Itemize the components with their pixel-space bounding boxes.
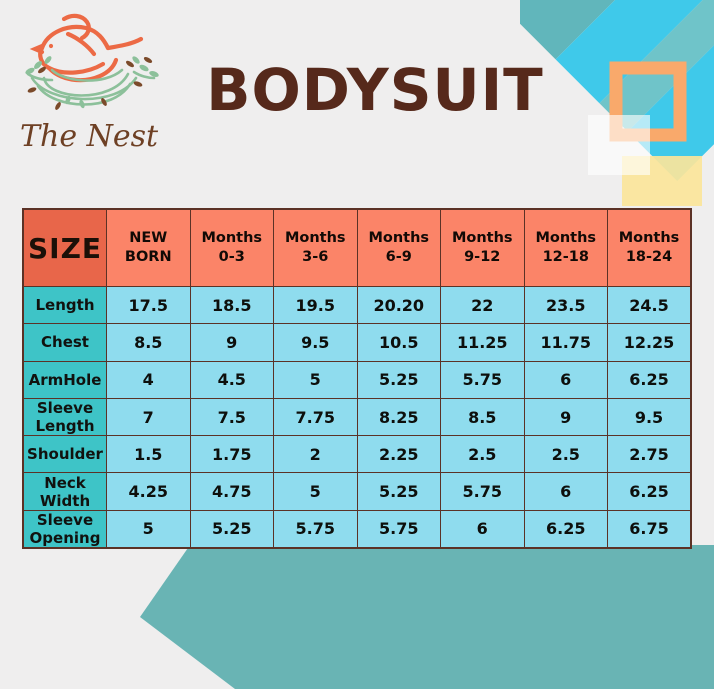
cell-r0-c5: 23.5 xyxy=(523,285,608,325)
table-row: ArmHole 4 4.5 5 5.25 5.75 6 6.25 xyxy=(22,360,692,399)
cell-r4-c3: 2.25 xyxy=(356,435,441,474)
cell-r6-c3: 5.75 xyxy=(356,509,441,549)
cell-r1-c2: 9.5 xyxy=(273,323,358,362)
cell-r2-c2: 5 xyxy=(273,360,358,399)
cell-r5-c3: 5.25 xyxy=(356,472,441,511)
column-header-line2: BORN xyxy=(124,249,172,265)
column-header-line2: 18-24 xyxy=(625,249,673,265)
column-header-line2: 0-3 xyxy=(218,249,245,265)
cell-r6-c4: 6 xyxy=(440,509,525,549)
cell-r4-c4: 2.5 xyxy=(440,435,525,474)
cell-r1-c3: 10.5 xyxy=(356,323,441,362)
cell-r5-c5: 6 xyxy=(523,472,608,511)
row-label-6: Sleeve Opening xyxy=(22,509,107,549)
yellow-square xyxy=(622,156,702,206)
cell-r1-c5: 11.75 xyxy=(523,323,608,362)
column-header-line1: Months xyxy=(451,230,513,246)
cell-r2-c0: 4 xyxy=(106,360,191,399)
cell-r6-c5: 6.25 xyxy=(523,509,608,549)
cell-r0-c6: 24.5 xyxy=(607,285,692,325)
cell-r6-c2: 5.75 xyxy=(273,509,358,549)
cell-r6-c1: 5.25 xyxy=(189,509,274,549)
cell-r5-c6: 6.25 xyxy=(607,472,692,511)
translucent-white-square xyxy=(588,115,650,175)
table-row: Sleeve Opening 5 5.25 5.75 5.75 6 6.25 6.75 xyxy=(22,509,692,549)
cell-r2-c5: 6 xyxy=(523,360,608,399)
cell-r3-c1: 7.5 xyxy=(189,397,274,437)
cell-r1-c4: 11.25 xyxy=(440,323,525,362)
column-header-line1: Months xyxy=(618,230,680,246)
row-label-5: Neck Width xyxy=(22,472,107,511)
cell-r0-c0: 17.5 xyxy=(106,285,191,325)
column-header-line1: NEW xyxy=(129,230,168,246)
cell-r2-c6: 6.25 xyxy=(607,360,692,399)
table-row: Shoulder 1.5 1.75 2 2.25 2.5 2.5 2.75 xyxy=(22,435,692,474)
teal-chevron-shape xyxy=(140,545,714,689)
column-header-2: Months 3-6 xyxy=(273,208,358,287)
row-label-0: Length xyxy=(22,285,107,325)
cell-r3-c6: 9.5 xyxy=(607,397,692,437)
cell-r5-c2: 5 xyxy=(273,472,358,511)
cell-r0-c1: 18.5 xyxy=(189,285,274,325)
cell-r2-c3: 5.25 xyxy=(356,360,441,399)
table-body: Length 17.5 18.5 19.5 20.20 22 23.5 24.5 Chest 8.… xyxy=(22,285,692,549)
size-header-cell: SIZE xyxy=(22,208,107,287)
column-header-line2: 3-6 xyxy=(302,249,329,265)
cell-r4-c2: 2 xyxy=(273,435,358,474)
column-header-4: Months 9-12 xyxy=(440,208,525,287)
column-header-line1: Months xyxy=(535,230,597,246)
row-label-4: Shoulder xyxy=(22,435,107,474)
column-header-1: Months 0-3 xyxy=(189,208,274,287)
cell-r2-c1: 4.5 xyxy=(189,360,274,399)
cell-r6-c6: 6.75 xyxy=(607,509,692,549)
column-header-line2: 12-18 xyxy=(542,249,589,265)
page-title: BODYSUIT xyxy=(206,56,544,124)
brand-wordmark: The Nest xyxy=(20,119,159,154)
row-label-1: Chest xyxy=(22,323,107,362)
column-header-line1: Months xyxy=(284,230,346,246)
cell-r4-c1: 1.75 xyxy=(189,435,274,474)
orange-square-outline xyxy=(609,61,687,142)
column-header-line1: Months xyxy=(201,230,263,246)
row-label-3: Sleeve Length xyxy=(22,397,107,437)
cell-r4-c6: 2.75 xyxy=(607,435,692,474)
cell-r0-c4: 22 xyxy=(440,285,525,325)
column-header-line2: 9-12 xyxy=(464,249,501,265)
table-row: Chest 8.5 9 9.5 10.5 11.25 11.75 12.25 xyxy=(22,323,692,362)
cell-r3-c4: 8.5 xyxy=(440,397,525,437)
table-row: Neck Width 4.25 4.75 5 5.25 5.75 6 6.25 xyxy=(22,472,692,511)
bird-in-nest-logo-icon: The Nest xyxy=(20,13,159,154)
cell-r3-c5: 9 xyxy=(523,397,608,437)
size-table: SIZE NEW BORN Months 0-3 Months 3-6 Months 6-9 M… xyxy=(22,208,692,550)
cell-r1-c0: 8.5 xyxy=(106,323,191,362)
column-header-line2: 6-9 xyxy=(385,249,412,265)
cell-r0-c2: 19.5 xyxy=(273,285,358,325)
cell-r5-c4: 5.75 xyxy=(440,472,525,511)
cell-r0-c3: 20.20 xyxy=(356,285,441,325)
column-header-line1: Months xyxy=(368,230,430,246)
row-label-2: ArmHole xyxy=(22,360,107,399)
cell-r1-c1: 9 xyxy=(189,323,274,362)
cell-r6-c0: 5 xyxy=(106,509,191,549)
cell-r4-c5: 2.5 xyxy=(523,435,608,474)
table-header-row: SIZE NEW BORN Months 0-3 Months 3-6 Months 6-9 M… xyxy=(22,208,692,287)
cell-r3-c0: 7 xyxy=(106,397,191,437)
table-row: Length 17.5 18.5 19.5 20.20 22 23.5 24.5 xyxy=(22,285,692,325)
cell-r4-c0: 1.5 xyxy=(106,435,191,474)
cell-r3-c3: 8.25 xyxy=(356,397,441,437)
column-header-3: Months 6-9 xyxy=(356,208,441,287)
size-chart: SIZE NEW BORN Months 0-3 Months 3-6 Months 6-9 M… xyxy=(22,208,692,550)
cell-r5-c0: 4.25 xyxy=(106,472,191,511)
cell-r1-c6: 12.25 xyxy=(607,323,692,362)
cell-r2-c4: 5.75 xyxy=(440,360,525,399)
column-header-0: NEW BORN xyxy=(106,208,191,287)
table-row: Sleeve Length 7 7.5 7.75 8.25 8.5 9 9.5 xyxy=(22,397,692,437)
column-header-6: Months 18-24 xyxy=(607,208,692,287)
column-header-5: Months 12-18 xyxy=(523,208,608,287)
cell-r3-c2: 7.75 xyxy=(273,397,358,437)
brand-logo: The Nest xyxy=(8,8,178,158)
cell-r5-c1: 4.75 xyxy=(189,472,274,511)
